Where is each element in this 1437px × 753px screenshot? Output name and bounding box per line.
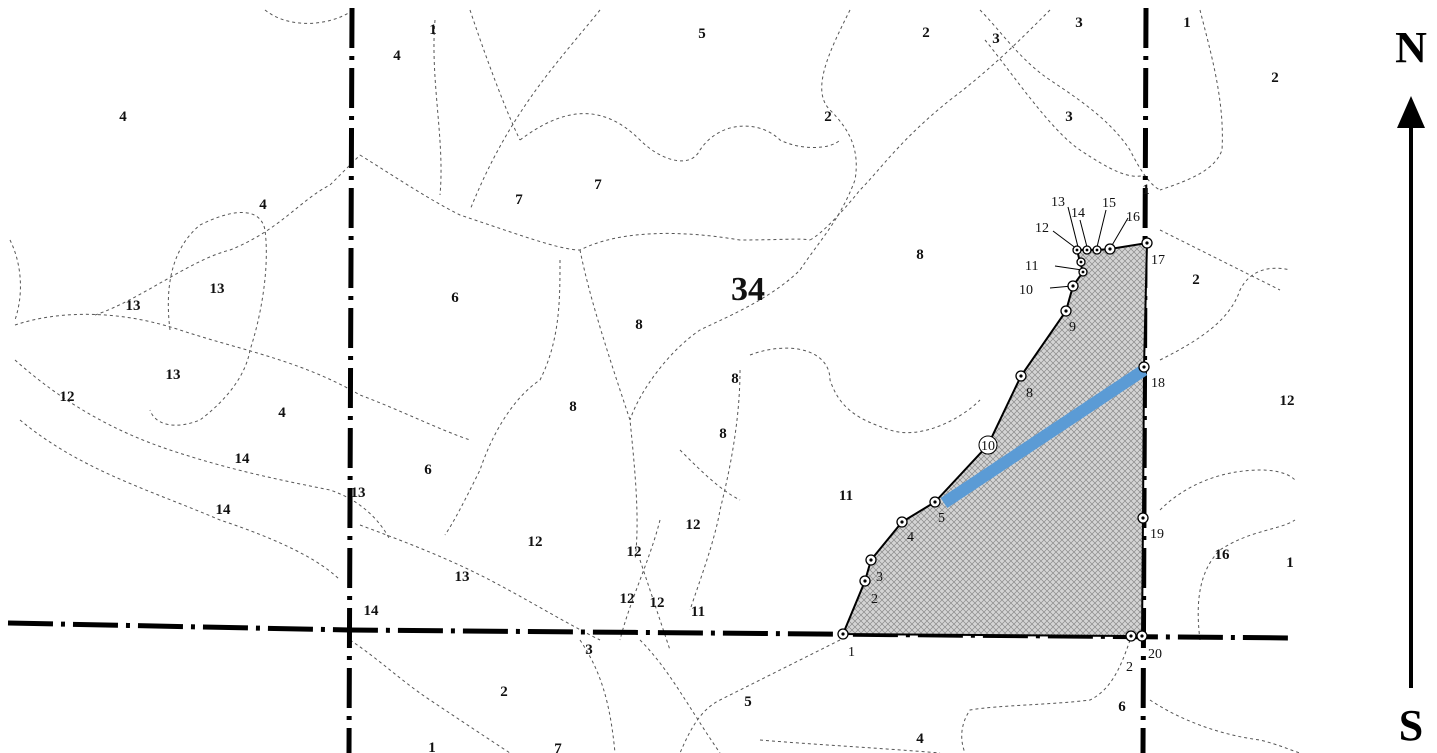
point-label-15: 15 xyxy=(1102,196,1116,211)
soil-label: 3 xyxy=(1075,15,1083,31)
point-label-19: 19 xyxy=(1150,527,1164,542)
point-label-3: 3 xyxy=(876,570,883,585)
midpoint-label-10: 10 xyxy=(981,439,995,454)
soil-label: 12 xyxy=(627,544,642,560)
point-label-17: 17 xyxy=(1151,253,1165,268)
soil-label: 5 xyxy=(698,26,706,42)
soil-label: 2 xyxy=(922,25,930,41)
soil-label: 3 xyxy=(585,642,593,658)
survey-point-labels: 1 2 3 4 5 8 9 10 11 12 13 14 15 16 17 18… xyxy=(848,195,1165,675)
point-label-13: 13 xyxy=(1051,195,1065,210)
soil-label: 12 xyxy=(686,517,701,533)
soil-label: 5 xyxy=(744,694,752,710)
soil-label: 8 xyxy=(635,317,643,333)
soil-label: 13 xyxy=(455,569,470,585)
soil-label: 4 xyxy=(119,109,127,125)
point-label-18: 18 xyxy=(1151,376,1165,391)
soil-label: 8 xyxy=(731,371,739,387)
point-label-5: 5 xyxy=(938,511,945,526)
soil-label: 4 xyxy=(393,48,401,64)
survey-marker-dots xyxy=(841,241,1149,638)
soil-label: 8 xyxy=(719,426,727,442)
leader-lines xyxy=(1049,206,1129,289)
soil-label: 3 xyxy=(1065,109,1073,125)
soil-label: 11 xyxy=(691,604,705,620)
soil-label: 3 xyxy=(992,31,1000,47)
soil-label: 12 xyxy=(1280,393,1295,409)
soil-label: 7 xyxy=(554,741,562,753)
soil-label: 1 xyxy=(1286,555,1294,571)
soil-label: 1 xyxy=(1183,15,1191,31)
soil-label: 1 xyxy=(1142,182,1150,198)
point-label-14: 14 xyxy=(1071,206,1085,221)
point-label-16: 16 xyxy=(1126,210,1140,225)
midpoint-10-marker xyxy=(978,435,998,455)
soil-label: 13 xyxy=(126,298,141,314)
soil-label: 13 xyxy=(166,367,181,383)
point-label-8: 8 xyxy=(1026,386,1033,401)
point-label-9: 9 xyxy=(1069,320,1076,335)
soil-label: 12 xyxy=(650,595,665,611)
soil-label: 7 xyxy=(594,177,602,193)
soil-label: 1 xyxy=(429,22,437,38)
point-label-4: 4 xyxy=(907,530,914,545)
point-label-2: 2 xyxy=(871,592,878,607)
highlight-line[interactable] xyxy=(940,365,1148,508)
point-label-12: 12 xyxy=(1035,221,1049,236)
soil-label: 4 xyxy=(916,731,924,747)
section-number: 34 xyxy=(731,271,765,308)
north-arrow[interactable]: N S xyxy=(1395,23,1427,750)
north-label: N xyxy=(1395,23,1427,72)
south-label: S xyxy=(1399,701,1423,750)
soil-label: 8 xyxy=(569,399,577,415)
soil-label: 4 xyxy=(259,197,267,213)
soil-label: 14 xyxy=(364,603,380,619)
soil-label: 6 xyxy=(1118,699,1126,715)
soil-unit-labels: 1 4 5 2 3 3 1 2 4 2 3 7 7 4 13 13 6 8 8 … xyxy=(60,15,1295,753)
soil-label: 1 xyxy=(428,740,436,753)
soil-label: 13 xyxy=(210,281,225,297)
soil-label: 11 xyxy=(839,488,853,504)
soil-boundaries xyxy=(9,9,1301,753)
soil-label: 2 xyxy=(1192,272,1200,288)
soil-label: 2 xyxy=(500,684,508,700)
soil-label: 6 xyxy=(424,462,432,478)
soil-label: 2 xyxy=(1271,70,1279,86)
point-label-11: 11 xyxy=(1025,259,1038,274)
soil-label: 12 xyxy=(620,591,635,607)
point-label-2b: 2 xyxy=(1126,660,1133,675)
soil-label: 6 xyxy=(451,290,459,306)
soil-label: 12 xyxy=(60,389,75,405)
soil-label: 4 xyxy=(278,405,286,421)
soil-label: 14 xyxy=(235,451,251,467)
soil-label: 8 xyxy=(916,247,924,263)
north-arrow-head xyxy=(1397,96,1425,128)
soil-label: 7 xyxy=(515,192,523,208)
soil-label: 12 xyxy=(528,534,543,550)
point-label-1: 1 xyxy=(848,645,855,660)
point-label-10: 10 xyxy=(1019,283,1033,298)
soil-label: 16 xyxy=(1215,547,1231,563)
point-label-20: 20 xyxy=(1148,647,1162,662)
soil-label: 13 xyxy=(351,485,366,501)
soil-label: 2 xyxy=(824,109,832,125)
soil-label: 14 xyxy=(216,502,232,518)
